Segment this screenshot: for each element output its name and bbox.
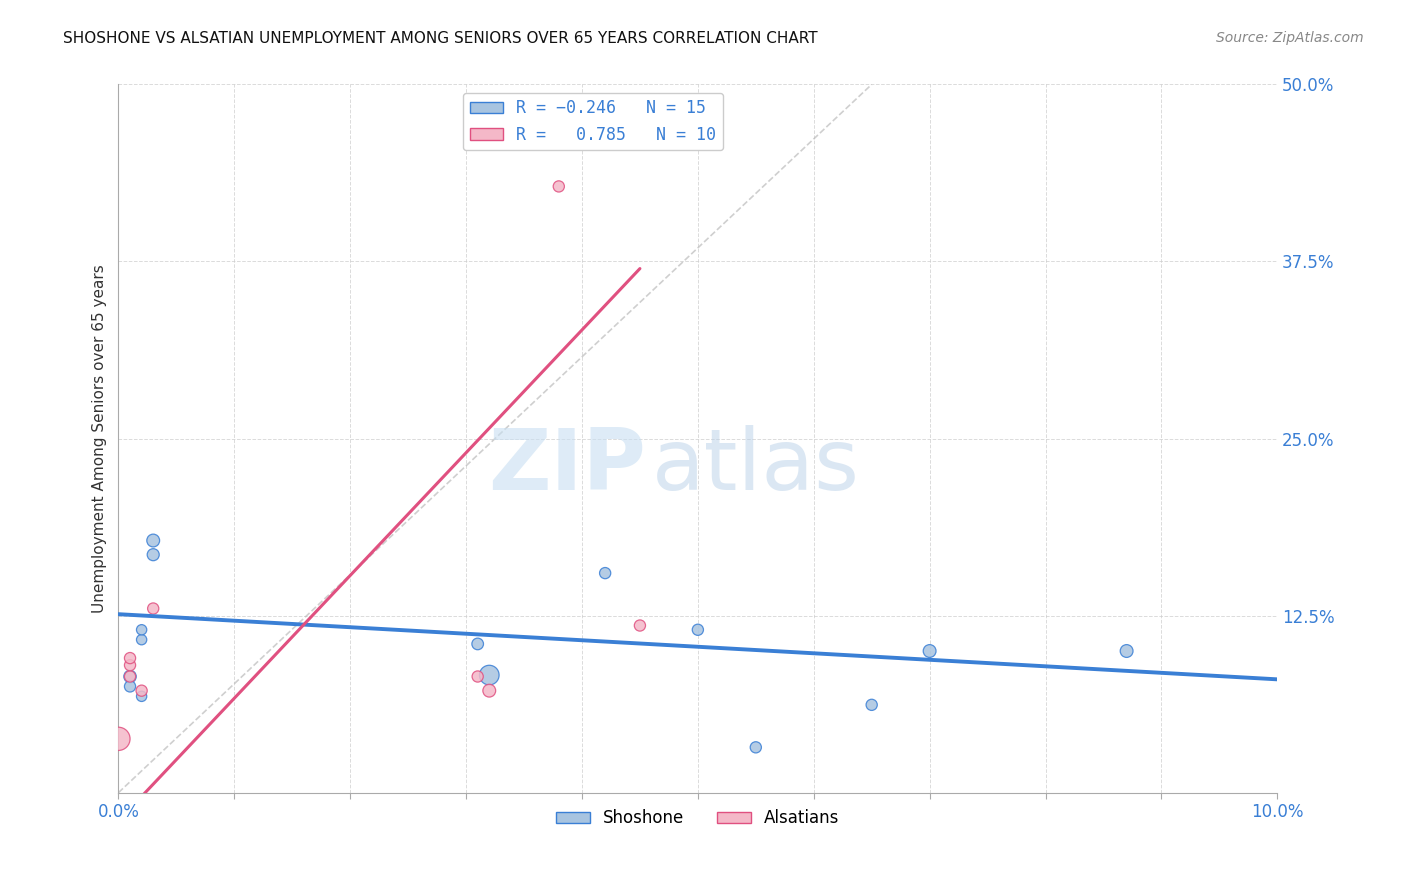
- Point: [118, 680, 141, 694]
- Point: [142, 601, 165, 615]
- Point: [478, 668, 501, 682]
- Y-axis label: Unemployment Among Seniors over 65 years: Unemployment Among Seniors over 65 years: [93, 264, 107, 613]
- Text: SHOSHONE VS ALSATIAN UNEMPLOYMENT AMONG SENIORS OVER 65 YEARS CORRELATION CHART: SHOSHONE VS ALSATIAN UNEMPLOYMENT AMONG …: [63, 31, 818, 46]
- Point: [142, 548, 165, 562]
- Text: ZIP: ZIP: [488, 425, 645, 508]
- Point: [686, 623, 709, 637]
- Point: [745, 740, 768, 755]
- Point: [131, 683, 153, 698]
- Point: [107, 731, 129, 746]
- Point: [118, 658, 141, 673]
- Legend: Shoshone, Alsatians: Shoshone, Alsatians: [550, 803, 846, 834]
- Point: [118, 651, 141, 665]
- Point: [547, 179, 569, 194]
- Text: atlas: atlas: [651, 425, 859, 508]
- Point: [1115, 644, 1137, 658]
- Point: [467, 669, 489, 683]
- Point: [118, 669, 141, 683]
- Point: [142, 533, 165, 548]
- Point: [131, 623, 153, 637]
- Point: [118, 669, 141, 683]
- Point: [860, 698, 883, 712]
- Point: [131, 690, 153, 704]
- Point: [131, 632, 153, 647]
- Point: [593, 566, 616, 580]
- Point: [478, 683, 501, 698]
- Point: [918, 644, 941, 658]
- Text: Source: ZipAtlas.com: Source: ZipAtlas.com: [1216, 31, 1364, 45]
- Point: [467, 637, 489, 651]
- Point: [628, 618, 651, 632]
